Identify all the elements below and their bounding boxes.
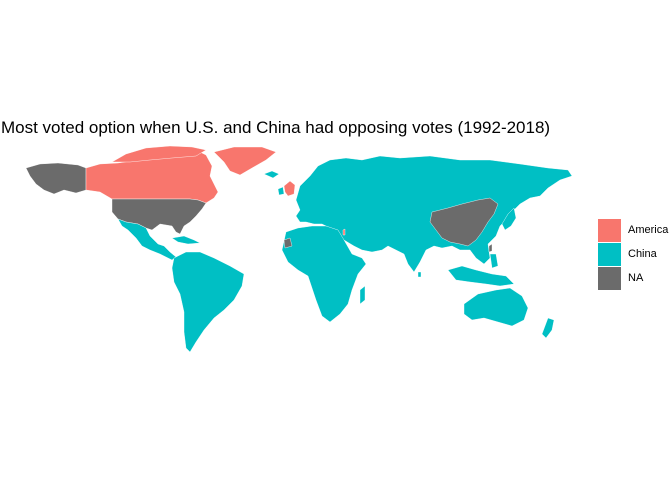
region-indonesia: [447, 265, 515, 287]
region-madagascar: [359, 285, 366, 305]
region-china: [429, 197, 499, 247]
region-iceland: [263, 170, 280, 179]
legend-swatch-na: [598, 267, 621, 290]
region-greenland: [213, 146, 277, 176]
region-caribbean: [171, 235, 201, 245]
region-africa: [281, 225, 367, 323]
region-taiwan: [488, 243, 493, 253]
region-australia: [463, 287, 529, 327]
region-sri-lanka: [417, 271, 422, 278]
region-alaska: [25, 162, 87, 195]
legend-label-america: America: [628, 224, 669, 236]
legend-label-na: NA: [628, 272, 644, 284]
region-south-america: [171, 251, 245, 353]
legend-swatch-china: [598, 243, 621, 266]
region-philippines: [489, 253, 499, 269]
legend-swatch-america: [598, 219, 621, 242]
region-japan: [501, 207, 517, 231]
chart-title: Most voted option when U.S. and China ha…: [1, 118, 551, 137]
region-western-sahara: [283, 237, 293, 249]
region-new-zealand: [541, 317, 555, 339]
region-ireland: [277, 186, 285, 196]
region-arctic-islands: [111, 145, 207, 163]
region-israel: [342, 228, 346, 236]
legend-label-china: China: [628, 248, 657, 260]
region-united-kingdom: [283, 180, 296, 197]
